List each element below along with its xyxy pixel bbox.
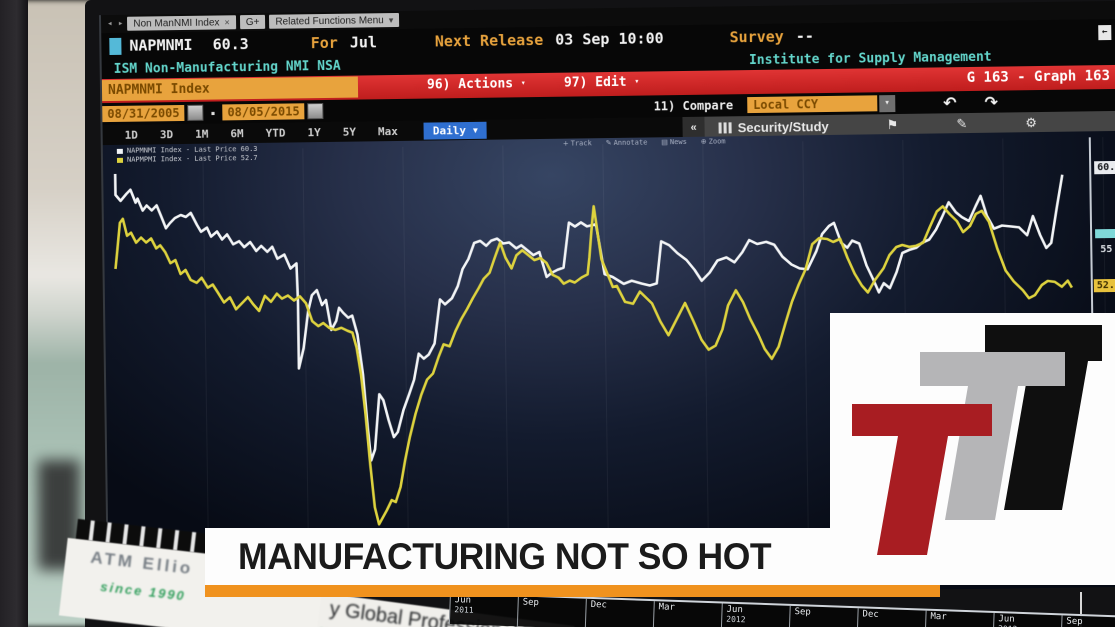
legend-swatch-white: [116, 148, 123, 154]
range-button-5y[interactable]: 5Y: [342, 125, 357, 139]
banner-accent-strip: [205, 585, 940, 597]
survey-marker-badge: [1095, 228, 1115, 239]
x-axis-label: Jun2013: [992, 612, 1062, 627]
collapse-button[interactable]: «: [682, 116, 705, 140]
edit-menu[interactable]: 97) Edit ▾: [564, 75, 639, 91]
next-release-label: Next Release: [434, 30, 544, 51]
gridline: [402, 146, 409, 547]
last-price-badge-yellow: 52.7: [1093, 278, 1115, 293]
x-axis-label: Sep: [1060, 615, 1115, 627]
flag-icon[interactable]: ⚑: [886, 117, 899, 133]
chart-icon: [718, 121, 732, 134]
edit-label: 97) Edit: [563, 74, 627, 91]
gear-icon[interactable]: ⚙: [1025, 115, 1038, 131]
x-axis-label: Sep: [516, 596, 586, 627]
headline: MANUFACTURING NOT SO HOT: [238, 535, 772, 577]
graph-number: G 163 - Graph 163: [966, 68, 1111, 87]
security-field[interactable]: NAPMNMI Index: [101, 76, 359, 102]
ticker-value: 60.3: [212, 35, 249, 54]
axis-tick-label: 55: [1100, 244, 1113, 256]
range-button-ytd[interactable]: YTD: [265, 126, 286, 140]
start-date-input[interactable]: 08/31/2005: [102, 104, 185, 123]
last-price-badge-white: 60.3: [1094, 160, 1115, 175]
paper-text-since: since 1990: [99, 578, 187, 604]
redo-icon[interactable]: ↷: [984, 92, 999, 112]
currency-select[interactable]: Local CCY: [746, 95, 878, 114]
survey-label: Survey: [729, 27, 784, 47]
tab-related-functions-menu[interactable]: Related Functions Menu ▾: [269, 12, 400, 29]
tab-g[interactable]: G+: [239, 14, 266, 30]
tab-non-mannmi-index[interactable]: Non ManNMI Index ×: [127, 15, 236, 31]
tab-label: Non ManNMI Index: [133, 16, 220, 30]
for-label: For: [310, 33, 338, 53]
channel-logo: [830, 313, 1115, 585]
legend-swatch-yellow: [116, 157, 124, 163]
chart-tool-zoom[interactable]: ⊕ Zoom: [700, 137, 726, 146]
gridline: [702, 142, 709, 543]
series-line-0: [113, 173, 1064, 462]
menu-dot-icon: ▾: [634, 76, 640, 86]
chevron-down-icon: ▾: [388, 14, 394, 25]
compare-label[interactable]: 11) Compare: [653, 98, 734, 114]
gridline: [602, 144, 609, 545]
x-axis-label: Jun 2012: [720, 603, 790, 627]
security-color-chip: [109, 37, 122, 55]
date-separator: ▪: [210, 108, 216, 118]
range-button-6m[interactable]: 6M: [230, 126, 244, 140]
range-button-1d[interactable]: 1D: [124, 128, 138, 142]
next-release-value: 03 Sep 10:00: [555, 29, 664, 49]
security-source: Institute for Supply Management: [748, 49, 992, 68]
x-axis-label: Jun 2011: [448, 593, 518, 627]
periodicity-button[interactable]: Daily ▼: [423, 121, 487, 140]
chart-tool-news[interactable]: ▤ News: [661, 137, 687, 147]
close-icon[interactable]: ×: [224, 17, 230, 28]
paper-text-atm: ATM Ellio: [89, 547, 195, 579]
periodicity-label: Daily: [432, 123, 467, 137]
legend-label: NAPMPMI Index - Last Price 52.7: [126, 153, 258, 164]
calendar-icon[interactable]: [307, 103, 324, 120]
actions-label: 96) Actions: [426, 76, 514, 93]
actions-menu[interactable]: 96) Actions ▾: [427, 76, 526, 92]
x-axis-label: Sep: [788, 605, 858, 627]
menu-dot-icon: ▾: [520, 78, 526, 88]
triple-t-logo-icon: [852, 325, 1102, 555]
annotate-pencil-icon[interactable]: ✎: [956, 116, 968, 132]
chevron-down-icon: ▼: [472, 125, 478, 135]
security-study-tab[interactable]: Security/Study: [737, 118, 829, 135]
gridline: [502, 145, 509, 546]
chevron-down-icon[interactable]: ▾: [878, 94, 896, 112]
range-button-3d[interactable]: 3D: [159, 127, 174, 141]
x-axis-label: Mar: [652, 601, 722, 627]
gridline: [802, 141, 809, 542]
chart-tool-track[interactable]: + Track: [562, 139, 592, 148]
x-axis-label: Dec: [856, 608, 926, 627]
ticker-symbol: NAPMNMI: [129, 35, 193, 55]
background-monitor-edge: [0, 0, 28, 627]
end-date-input[interactable]: 08/05/2015: [222, 103, 305, 121]
range-buttons: 1D 3D 1M 6M YTD 1Y 5Y Max: [103, 124, 398, 141]
chart-tool-annotate[interactable]: ✎ Annotate: [605, 138, 648, 148]
chart-legend: NAPMNMI Index - Last Price 60.3 NAPMPMI …: [116, 145, 258, 165]
page-back-icon[interactable]: ←: [1098, 24, 1112, 40]
gridline: [302, 148, 309, 549]
tab-label: G+: [245, 16, 260, 28]
x-axis-label: Mar: [924, 610, 994, 627]
x-axis-label: Dec: [584, 598, 654, 627]
security-description: ISM Non-Manufacturing NMI NSA: [113, 58, 341, 77]
for-value: Jul: [349, 33, 378, 52]
screen-edge-highlight: [1080, 592, 1082, 627]
calendar-icon[interactable]: [187, 104, 204, 121]
gridline: [202, 149, 209, 550]
range-button-1y[interactable]: 1Y: [307, 125, 321, 139]
range-button-max[interactable]: Max: [377, 124, 398, 138]
tab-label: Related Functions Menu: [275, 14, 384, 28]
tab-nav-arrows[interactable]: ◂ ▸: [107, 18, 124, 30]
series-line-1: [114, 204, 1073, 526]
range-button-1m[interactable]: 1M: [195, 127, 209, 141]
undo-icon[interactable]: ↶: [942, 92, 957, 112]
survey-value: --: [795, 27, 814, 46]
